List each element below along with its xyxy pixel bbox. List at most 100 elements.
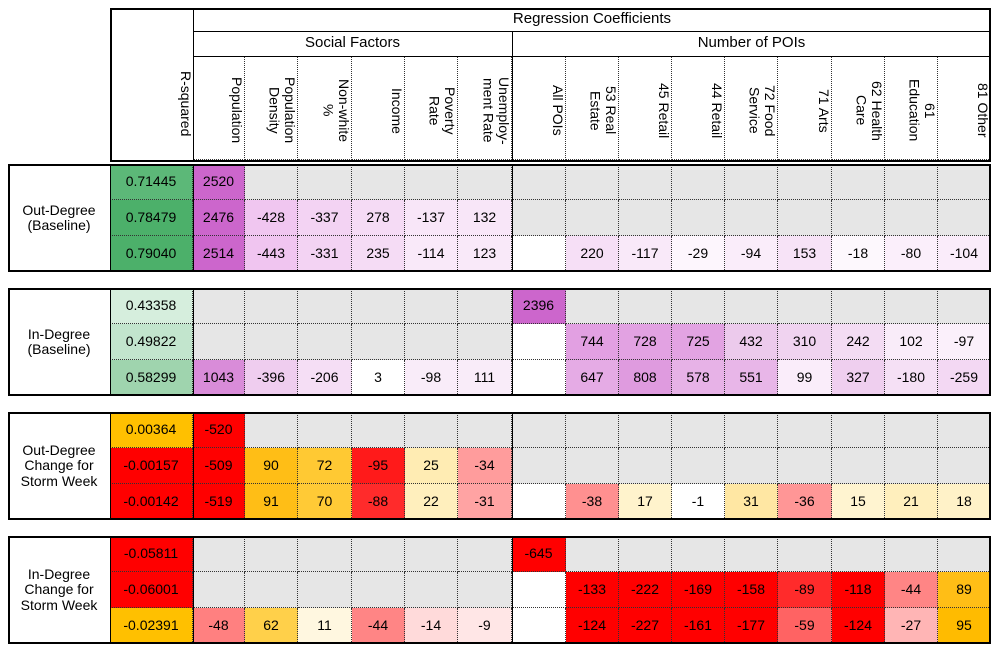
value-cell (458, 536, 512, 572)
value-cell: -48 (193, 608, 245, 644)
rule (512, 536, 513, 644)
value-cell: -180 (885, 360, 938, 396)
value-cell: 153 (778, 236, 832, 272)
value-cell (352, 536, 405, 572)
r-squared-cell: 0.78479 (110, 200, 193, 236)
rule (110, 536, 111, 644)
value-cell (245, 412, 298, 448)
column-header: Population Density (245, 56, 298, 160)
rule (512, 288, 513, 396)
value-cell: -337 (298, 200, 352, 236)
value-cell (352, 324, 405, 360)
value-cell: -124 (566, 608, 619, 644)
value-cell: -396 (245, 360, 298, 396)
value-cell: -222 (619, 572, 672, 608)
header-group: Number of POIs (697, 34, 806, 52)
r-squared-cell: 0.49822 (110, 324, 193, 360)
value-cell (725, 448, 778, 484)
rule (512, 164, 513, 272)
value-cell (458, 412, 512, 448)
value-cell (672, 200, 725, 236)
value-cell (832, 288, 885, 324)
value-cell: -44 (885, 572, 938, 608)
value-cell (512, 412, 566, 448)
column-header: 45 Retail (619, 56, 672, 160)
value-cell (405, 572, 458, 608)
rule (193, 8, 194, 162)
r-squared-cell: -0.06001 (110, 572, 193, 608)
value-cell (352, 164, 405, 200)
value-cell: 123 (458, 236, 512, 272)
value-cell (938, 164, 991, 200)
value-cell: 89 (938, 572, 991, 608)
value-cell (512, 200, 566, 236)
value-cell (619, 200, 672, 236)
value-cell: 22 (405, 484, 458, 520)
value-cell (938, 288, 991, 324)
value-cell (458, 288, 512, 324)
value-cell: -29 (672, 236, 725, 272)
value-cell: -520 (193, 412, 245, 448)
column-header: 71 Arts (778, 56, 832, 160)
value-cell: -94 (725, 236, 778, 272)
row-group-label: Out-Degree Change for Storm Week (20, 441, 98, 489)
value-cell (725, 536, 778, 572)
value-cell (566, 164, 619, 200)
value-cell: -443 (245, 236, 298, 272)
value-cell (778, 200, 832, 236)
rule (193, 536, 194, 644)
value-cell: -206 (298, 360, 352, 396)
value-cell (458, 572, 512, 608)
column-header: Non-white % (298, 56, 352, 160)
value-cell (619, 164, 672, 200)
value-cell: -169 (672, 572, 725, 608)
value-cell: -161 (672, 608, 725, 644)
column-header: Unemploy- ment Rate (458, 56, 512, 160)
column-header: 81 Other (938, 56, 991, 160)
value-cell: -519 (193, 484, 245, 520)
value-cell: 90 (245, 448, 298, 484)
value-cell: -124 (832, 608, 885, 644)
value-cell: 310 (778, 324, 832, 360)
value-cell (298, 572, 352, 608)
value-cell (193, 572, 245, 608)
value-cell (938, 448, 991, 484)
value-cell: 327 (832, 360, 885, 396)
value-cell: 31 (725, 484, 778, 520)
value-cell (298, 536, 352, 572)
value-cell: 432 (725, 324, 778, 360)
r-squared-cell: 0.43358 (110, 288, 193, 324)
value-cell: 725 (672, 324, 725, 360)
value-cell (832, 412, 885, 448)
value-cell: -118 (832, 572, 885, 608)
value-cell (405, 164, 458, 200)
value-cell: 95 (938, 608, 991, 644)
value-cell: -428 (245, 200, 298, 236)
r-squared-cell: -0.02391 (110, 608, 193, 644)
value-cell (778, 164, 832, 200)
value-cell: -509 (193, 448, 245, 484)
value-cell: 18 (938, 484, 991, 520)
r-squared-cell: -0.00157 (110, 448, 193, 484)
value-cell (885, 200, 938, 236)
value-cell: -117 (619, 236, 672, 272)
value-cell: 91 (245, 484, 298, 520)
value-cell: 2520 (193, 164, 245, 200)
value-cell: -114 (405, 236, 458, 272)
value-cell (778, 536, 832, 572)
value-cell: 70 (298, 484, 352, 520)
value-cell: 99 (778, 360, 832, 396)
value-cell: 242 (832, 324, 885, 360)
value-cell: 62 (245, 608, 298, 644)
value-cell: 3 (352, 360, 405, 396)
r-squared-cell: 0.79040 (110, 236, 193, 272)
value-cell: -227 (619, 608, 672, 644)
value-cell (832, 200, 885, 236)
value-cell (245, 324, 298, 360)
value-cell: 728 (619, 324, 672, 360)
value-cell (938, 412, 991, 448)
value-cell (405, 288, 458, 324)
value-cell: 551 (725, 360, 778, 396)
value-cell: 808 (619, 360, 672, 396)
